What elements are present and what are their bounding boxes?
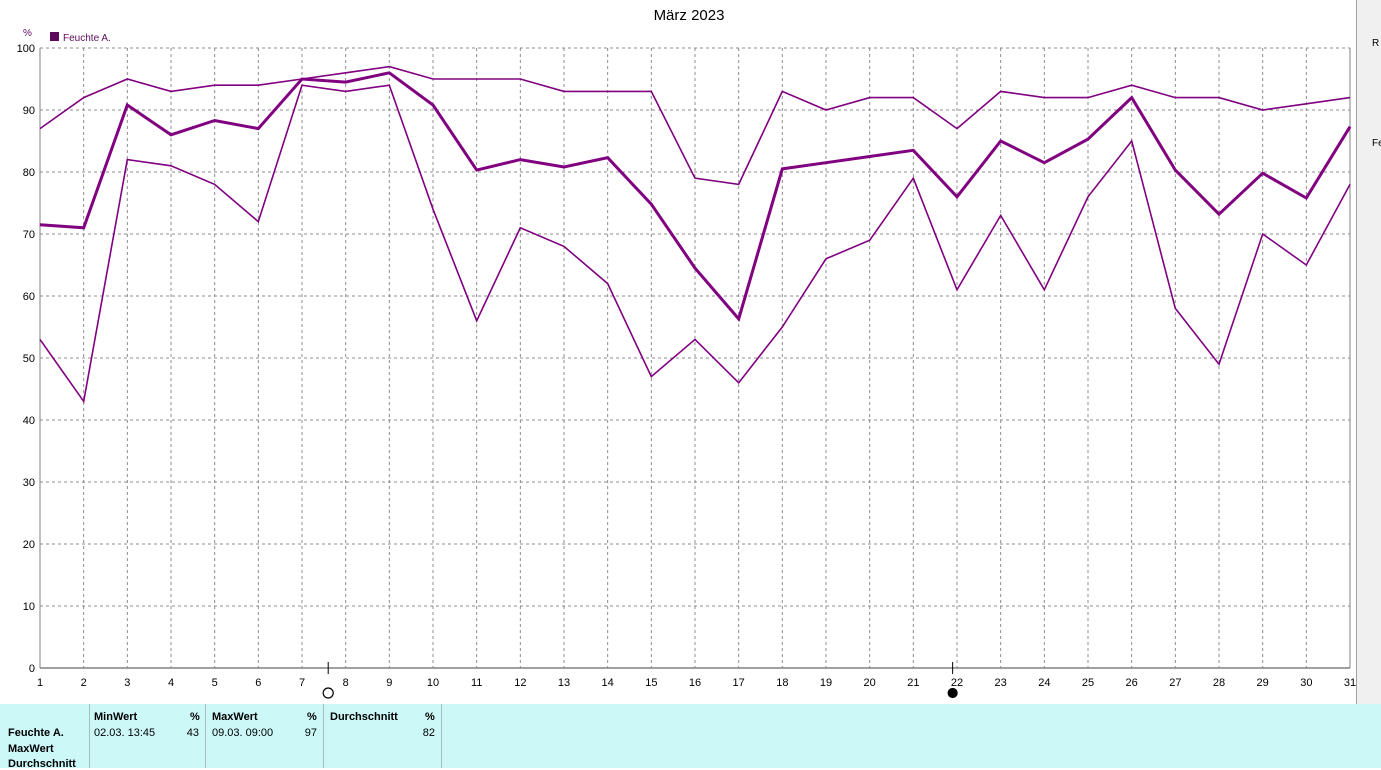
min-unit: % [190, 711, 200, 723]
legend-swatch [50, 32, 59, 41]
y-tick-label: 20 [23, 539, 35, 551]
y-tick-label: 40 [23, 415, 35, 427]
x-tick-label: 8 [343, 677, 349, 689]
stats-avg-column: Durchschnitt % 82 [324, 704, 442, 768]
x-tick-label: 24 [1038, 677, 1050, 689]
x-tick-label: 12 [514, 677, 526, 689]
y-tick-label: 50 [23, 353, 35, 365]
x-tick-label: 23 [995, 677, 1007, 689]
x-tick-label: 25 [1082, 677, 1094, 689]
x-tick-label: 3 [124, 677, 130, 689]
series-line-min [39, 84, 1351, 404]
moon-phase-markers [322, 662, 958, 699]
stats-row-label-avg: Durchschnitt [8, 758, 76, 770]
moon-full-icon [322, 687, 334, 699]
min-value: 43 [186, 727, 199, 739]
y-tick-label: 30 [23, 477, 35, 489]
y-tick-label: 90 [23, 105, 35, 117]
x-tick-label: 28 [1213, 677, 1225, 689]
series-line-max [39, 65, 1351, 186]
max-datetime: 09.03. 09:00 [212, 727, 274, 739]
x-tick-label: 7 [299, 677, 305, 689]
y-tick-label: 0 [29, 663, 35, 675]
x-tick-label: 18 [776, 677, 788, 689]
right-edge-label-a: R [1372, 38, 1380, 49]
max-unit: % [307, 711, 317, 723]
x-tick-label: 21 [907, 677, 919, 689]
x-tick-label: 1 [37, 677, 43, 689]
max-value: 97 [304, 727, 317, 739]
x-tick-label: 17 [733, 677, 745, 689]
min-header: MinWert [94, 711, 138, 723]
x-tick-label: 14 [602, 677, 614, 689]
x-tick-label: 27 [1169, 677, 1181, 689]
x-tick-label: 26 [1126, 677, 1138, 689]
y-tick-label: 80 [23, 167, 35, 179]
humidity-chart: März 2023 % Feuchte A. 0 10 20 30 40 50 60 70 80… [17, 7, 1356, 699]
avg-value: 82 [422, 727, 435, 739]
x-tick-label: 15 [645, 677, 657, 689]
stats-max-column: MaxWert % 09.03. 09:00 97 [206, 704, 324, 768]
right-scrollbar-strip [1356, 0, 1381, 704]
y-tick-label: 10 [23, 601, 35, 613]
x-tick-label: 4 [168, 677, 174, 689]
x-tick-label: 9 [386, 677, 392, 689]
x-tick-label: 2 [81, 677, 87, 689]
right-strip-divider [1356, 0, 1357, 704]
stats-row-label-max: MaxWert [8, 743, 54, 755]
x-tick-label: 13 [558, 677, 570, 689]
x-tick-label: 29 [1257, 677, 1269, 689]
x-tick-label: 5 [212, 677, 218, 689]
min-datetime: 02.03. 13:45 [94, 727, 156, 739]
axes [39, 47, 1351, 669]
statistics-panel: Feuchte A. MaxWert Durchschnitt MinWert … [0, 704, 1381, 770]
y-tick-label: 60 [23, 291, 35, 303]
x-tick-label: 10 [427, 677, 439, 689]
y-tick-label: 100 [17, 43, 35, 55]
data-series [39, 65, 1352, 404]
x-tick-label: 31 [1344, 677, 1356, 689]
stats-series-label: Feuchte A. [8, 727, 64, 739]
stats-label-column: Feuchte A. MaxWert Durchschnitt [0, 704, 90, 770]
x-tick-label: 20 [864, 677, 876, 689]
series-line-avg [39, 71, 1352, 322]
x-tick-label: 16 [689, 677, 701, 689]
x-tick-label: 6 [255, 677, 261, 689]
y-tick-label: 70 [23, 229, 35, 241]
avg-header: Durchschnitt [330, 711, 398, 723]
avg-unit: % [425, 711, 435, 723]
right-edge-label-b: Fe [1372, 138, 1381, 149]
legend-label: Feuchte A. [63, 33, 111, 44]
y-axis-unit: % [23, 28, 32, 39]
x-tick-label: 30 [1300, 677, 1312, 689]
max-header: MaxWert [212, 711, 258, 723]
x-tick-label: 11 [471, 677, 482, 689]
x-tick-label: 22 [951, 677, 963, 689]
chart-title: März 2023 [654, 7, 725, 24]
stats-min-column: MinWert % 02.03. 13:45 43 [89, 704, 206, 768]
grid-lines [40, 47, 1350, 668]
moon-new-icon [947, 687, 958, 699]
x-tick-label: 19 [820, 677, 832, 689]
